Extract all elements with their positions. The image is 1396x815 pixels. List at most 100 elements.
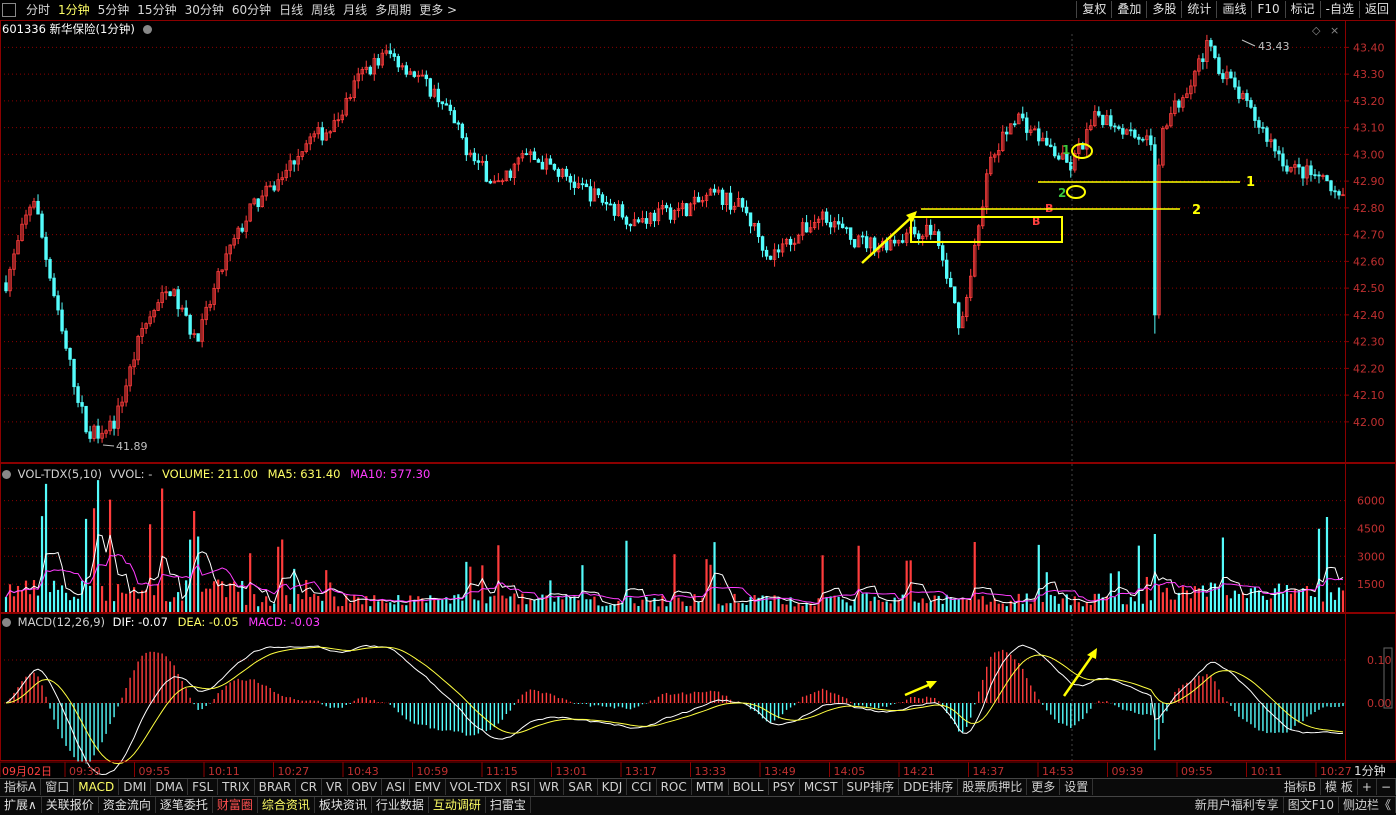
candle-body <box>8 268 12 292</box>
candle-body <box>1165 125 1169 129</box>
candle-body <box>292 160 296 165</box>
candle-body <box>536 159 541 163</box>
extension-tab-7[interactable]: 行业数据 <box>372 797 429 813</box>
candle-body <box>304 143 308 153</box>
indicator-tab-0[interactable]: 指标A <box>0 779 42 795</box>
indicator-tab-15[interactable]: WR <box>535 779 565 795</box>
indicator-right-tab-2[interactable]: + <box>1358 779 1377 795</box>
extension-tab-4[interactable]: 财富圈 <box>213 797 258 813</box>
indicator-tab-8[interactable]: CR <box>296 779 322 795</box>
chevron-down-icon[interactable] <box>2 470 11 479</box>
period-tab-0[interactable]: 分时 <box>26 3 51 17</box>
vol-indicator-name: VOL-TDX(5,10) <box>17 467 103 481</box>
extension-right-tab-2[interactable]: 侧边栏《 <box>1339 797 1396 813</box>
highlight-circle-2 <box>1066 185 1086 199</box>
candle-body <box>232 238 236 246</box>
chevron-down-icon[interactable] <box>142 25 152 34</box>
indicator-tab-19[interactable]: ROC <box>657 779 692 795</box>
indicator-tab-25[interactable]: DDE排序 <box>899 779 959 795</box>
tool-button-7[interactable]: -自选 <box>1319 1 1359 18</box>
indicator-tab-28[interactable]: 设置 <box>1060 779 1094 795</box>
chevron-down-icon[interactable] <box>2 618 11 627</box>
indicator-tab-13[interactable]: VOL-TDX <box>446 779 507 795</box>
candle-body <box>52 277 56 297</box>
diamond-icon[interactable]: ◇ <box>1312 24 1321 37</box>
indicator-tab-24[interactable]: SUP排序 <box>843 779 900 795</box>
window-grip-icon[interactable] <box>2 3 16 17</box>
candle-body <box>916 233 921 239</box>
extension-tab-9[interactable]: 扫雷宝 <box>486 797 531 813</box>
candle-body <box>580 183 585 186</box>
indicator-tab-22[interactable]: PSY <box>769 779 800 795</box>
indicator-tab-7[interactable]: BRAR <box>255 779 297 795</box>
candle-body <box>1289 166 1293 172</box>
tool-button-8[interactable]: 返回 <box>1358 1 1394 18</box>
extension-tab-3[interactable]: 逐笔委托 <box>156 797 213 813</box>
tool-button-1[interactable]: 叠加 <box>1111 1 1146 18</box>
tool-button-4[interactable]: 画线 <box>1216 1 1251 18</box>
indicator-tab-2[interactable]: MACD <box>74 779 120 795</box>
period-tab-8[interactable]: 月线 <box>343 3 368 17</box>
indicator-tab-9[interactable]: VR <box>322 779 348 795</box>
indicator-tab-3[interactable]: DMI <box>119 779 152 795</box>
indicator-tab-6[interactable]: TRIX <box>218 779 255 795</box>
extension-tab-1[interactable]: 关联报价 <box>42 797 99 813</box>
extension-tab-8[interactable]: 互动调研 <box>429 797 486 813</box>
extension-tab-0[interactable]: 扩展∧ <box>0 797 42 813</box>
indicator-tab-23[interactable]: MCST <box>800 779 843 795</box>
indicator-tab-14[interactable]: RSI <box>507 779 536 795</box>
candle-body <box>64 330 68 349</box>
tool-button-0[interactable]: 复权 <box>1076 1 1111 18</box>
close-icon[interactable]: × <box>1329 24 1340 37</box>
period-tab-5[interactable]: 60分钟 <box>231 3 272 17</box>
candle-body <box>941 245 945 261</box>
indicator-tab-26[interactable]: 股票质押比 <box>958 779 1028 795</box>
candle-body <box>212 288 216 305</box>
candle-body <box>260 195 264 208</box>
indicator-tab-21[interactable]: BOLL <box>729 779 769 795</box>
indicator-tab-27[interactable]: 更多 <box>1027 779 1061 795</box>
extension-tab-2[interactable]: 资金流向 <box>99 797 156 813</box>
x-tick-label: 11:15 <box>486 765 518 778</box>
period-tab-3[interactable]: 15分钟 <box>137 3 177 17</box>
indicator-tab-1[interactable]: 窗口 <box>41 779 75 795</box>
tool-button-2[interactable]: 多股 <box>1146 1 1181 18</box>
indicator-tab-18[interactable]: CCI <box>627 779 657 795</box>
candle-body <box>1313 174 1317 177</box>
candle-body <box>404 65 408 75</box>
indicator-right-tab-1[interactable]: 模 板 <box>1321 779 1358 795</box>
indicator-tab-12[interactable]: EMV <box>410 779 446 795</box>
buy-signal-2: B <box>1032 215 1040 228</box>
macd-indicator-name: MACD(12,26,9) <box>17 615 105 629</box>
period-tab-10[interactable]: 更多 > <box>419 3 458 17</box>
price-tick-label: 43.40 <box>1353 41 1385 54</box>
period-tab-7[interactable]: 周线 <box>311 3 336 17</box>
period-tab-2[interactable]: 5分钟 <box>97 3 130 17</box>
indicator-tab-4[interactable]: DMA <box>151 779 189 795</box>
extension-tab-6[interactable]: 板块资讯 <box>315 797 372 813</box>
tool-button-5[interactable]: F10 <box>1251 1 1284 18</box>
extension-tab-5[interactable]: 综合资讯 <box>258 797 315 813</box>
indicator-tab-16[interactable]: SAR <box>564 779 598 795</box>
price-tick-label: 42.10 <box>1353 389 1385 402</box>
tool-button-6[interactable]: 标记 <box>1284 1 1320 18</box>
candle-body <box>312 133 316 138</box>
indicator-right-tab-0[interactable]: 指标B <box>1280 779 1322 795</box>
indicator-tab-17[interactable]: KDJ <box>598 779 628 795</box>
indicator-tab-10[interactable]: OBV <box>348 779 383 795</box>
indicator-tab-20[interactable]: MTM <box>692 779 729 795</box>
extension-right-tab-0[interactable]: 新用户福利专享 <box>1191 797 1284 813</box>
candle-body <box>164 291 168 294</box>
period-tab-6[interactable]: 日线 <box>279 3 304 17</box>
indicator-right-tab-3[interactable]: − <box>1377 779 1396 795</box>
extension-right-tab-1[interactable]: 图文F10 <box>1284 797 1339 813</box>
period-tab-1[interactable]: 1分钟 <box>58 3 90 17</box>
candle-body <box>12 253 16 270</box>
indicator-tab-11[interactable]: ASI <box>382 779 411 795</box>
indicator-tab-5[interactable]: FSL <box>188 779 219 795</box>
period-tab-9[interactable]: 多周期 <box>375 3 412 17</box>
tool-button-3[interactable]: 统计 <box>1181 1 1216 18</box>
period-tab-4[interactable]: 30分钟 <box>184 3 224 17</box>
candle-body <box>1117 126 1121 129</box>
